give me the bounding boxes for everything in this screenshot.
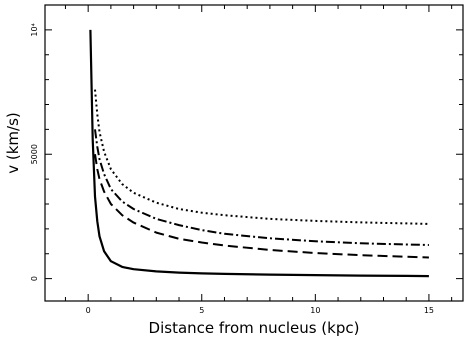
x-tick-label: 15: [424, 306, 434, 315]
plot-frame: [44, 4, 464, 302]
x-tick-label: 0: [86, 306, 91, 315]
series-line-dashed: [94, 154, 429, 259]
series-layer: [89, 29, 429, 278]
y-tick-label: 10⁴: [30, 23, 39, 36]
series-line-dotted: [94, 89, 429, 225]
series-line-solid: [89, 29, 429, 278]
y-tick-label: 5000: [30, 144, 39, 164]
x-axis-title: Distance from nucleus (kpc): [149, 319, 360, 337]
x-tick-label: 10: [310, 306, 320, 315]
ticks-layer: 0 5 10 15 0 5000 10⁴: [30, 5, 463, 315]
x-tick-label: 5: [199, 306, 204, 315]
y-axis-title: v (km/s): [4, 112, 22, 174]
y-tick-label: 0: [30, 276, 39, 281]
series-line-dash-dot: [94, 129, 429, 246]
